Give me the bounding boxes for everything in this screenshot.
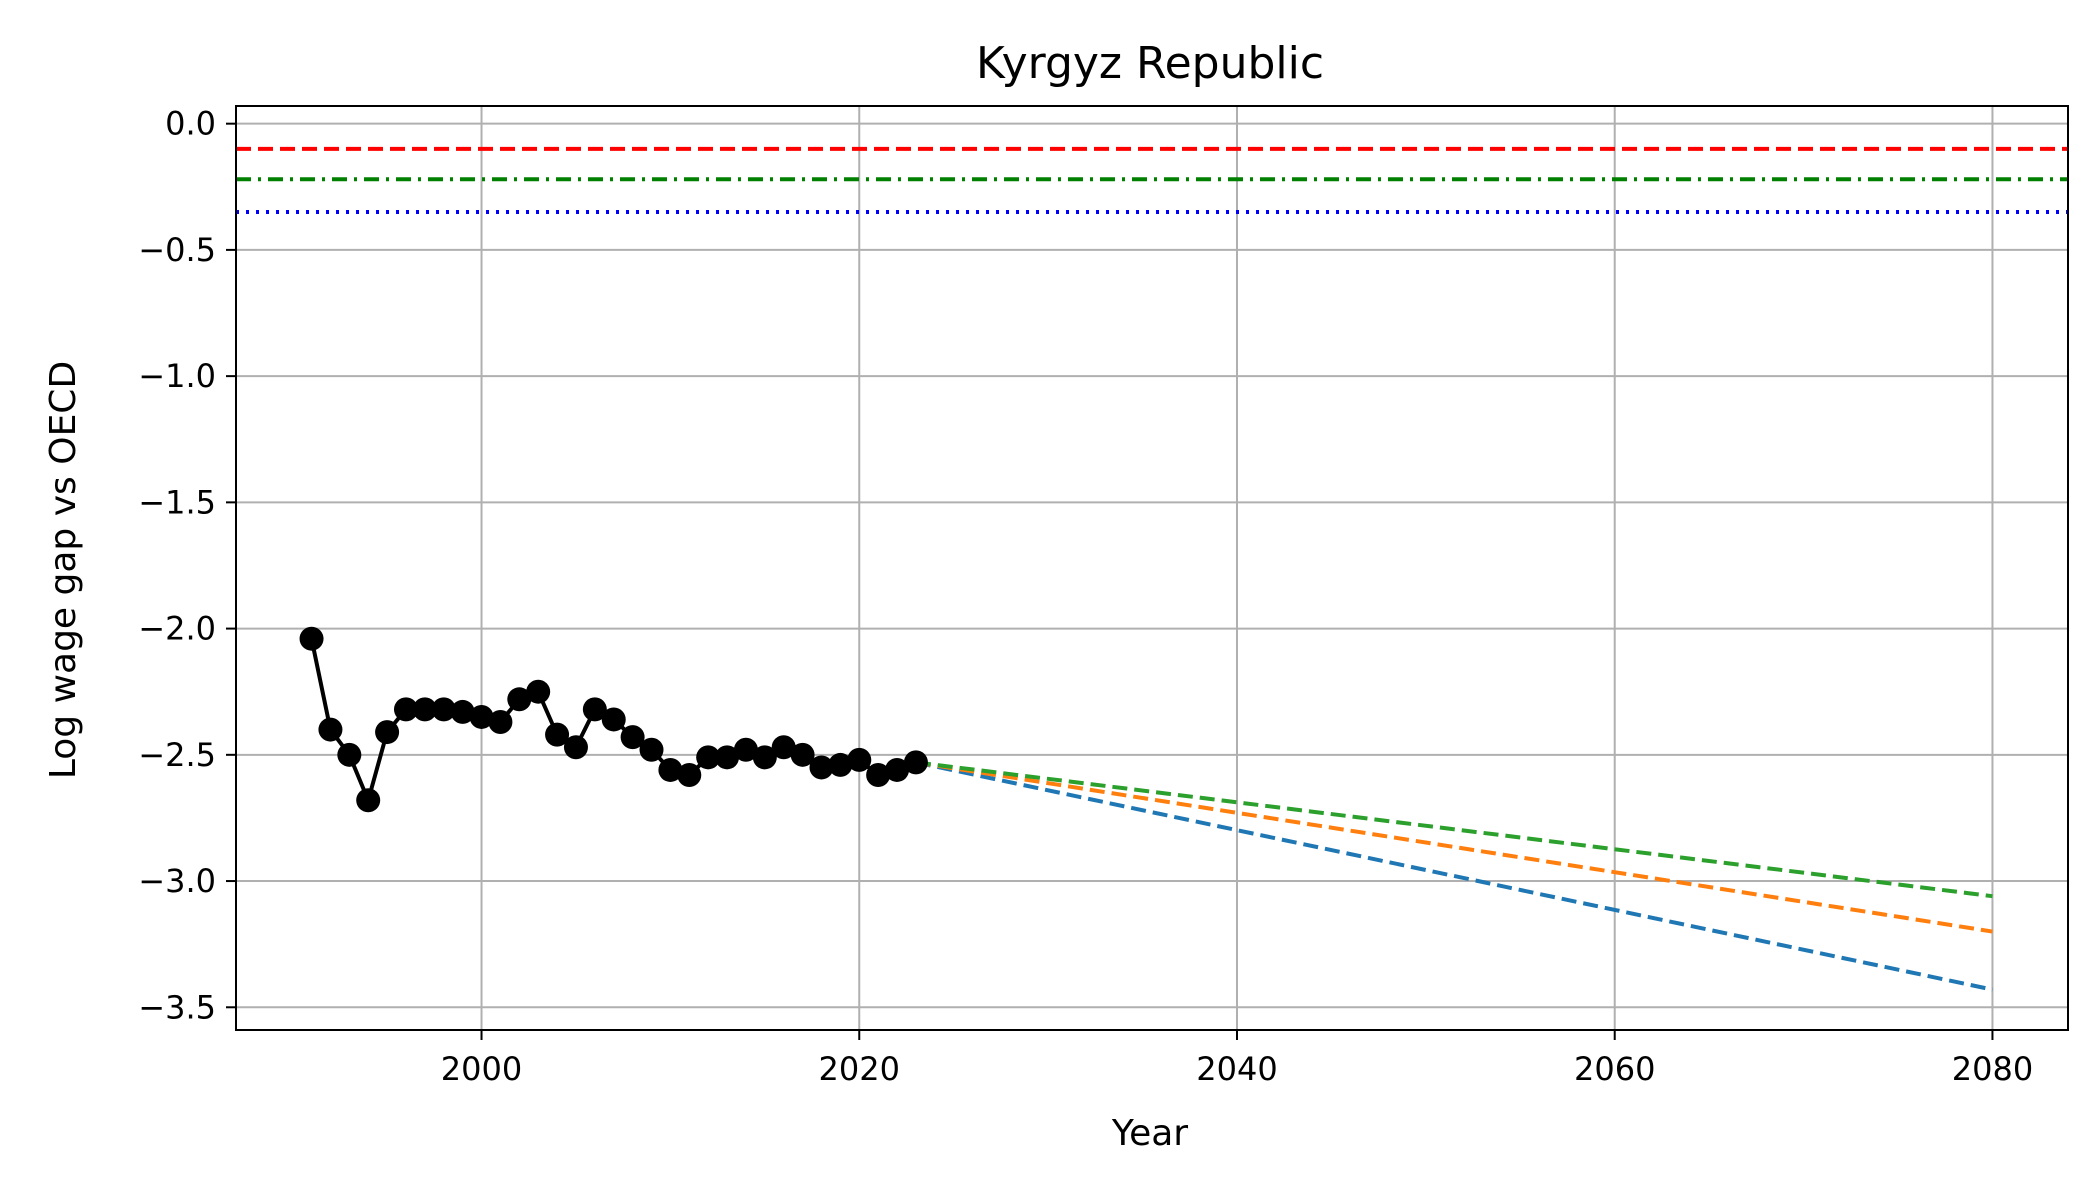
y-axis-ticks: 0.0 −0.5 −1.0 −1.5 −2.0 −2.5 −3.0 −3.5 xyxy=(138,105,236,1026)
y-tick-label: −1.5 xyxy=(138,483,216,521)
x-tick-label: 2060 xyxy=(1574,1050,1655,1088)
historical-point xyxy=(639,737,664,762)
y-axis-label: Log wage gap vs OECD xyxy=(43,361,84,779)
projection-line xyxy=(915,760,1993,899)
historical-point xyxy=(469,704,494,729)
historical-point xyxy=(582,697,607,722)
historical-point xyxy=(715,745,740,770)
historical-point xyxy=(526,679,551,704)
historical-point xyxy=(885,757,910,782)
x-tick-label: 2000 xyxy=(441,1050,522,1088)
historical-point xyxy=(677,763,702,788)
x-tick-label: 2020 xyxy=(819,1050,900,1088)
historical-point xyxy=(450,699,475,724)
historical-point xyxy=(809,755,834,780)
historical-point xyxy=(337,742,362,767)
y-tick-label: −2.5 xyxy=(138,736,216,774)
historical-point xyxy=(563,735,588,760)
x-axis-label: Year xyxy=(1111,1113,1188,1154)
historical-point xyxy=(752,745,777,770)
historical-point xyxy=(431,697,456,722)
historical-point xyxy=(412,697,437,722)
historical-point xyxy=(866,763,891,788)
historical-point xyxy=(318,717,343,742)
chart-title: Kyrgyz Republic xyxy=(976,38,1324,89)
projection-lines xyxy=(915,760,1993,992)
historical-point xyxy=(828,752,853,777)
projection-line xyxy=(915,760,1993,934)
reference-lines xyxy=(236,146,2068,215)
x-tick-label: 2080 xyxy=(1952,1050,2033,1088)
historical-point xyxy=(903,750,928,775)
historical-point xyxy=(601,707,626,732)
projection-line xyxy=(915,760,1993,992)
y-tick-label: −3.0 xyxy=(138,862,216,900)
historical-point xyxy=(658,757,683,782)
y-tick-label: −0.5 xyxy=(138,231,216,269)
x-axis-ticks: 2000 2020 2040 2060 2080 xyxy=(441,1030,2033,1088)
historical-point xyxy=(790,742,815,767)
historical-point xyxy=(488,710,513,734)
historical-point xyxy=(771,735,796,760)
historical-point xyxy=(507,687,532,712)
y-tick-label: −1.0 xyxy=(138,357,216,395)
historical-point xyxy=(393,697,418,722)
historical-point xyxy=(356,788,381,813)
historical-point xyxy=(375,720,400,745)
grid xyxy=(236,106,2068,1030)
y-tick-label: −2.0 xyxy=(138,610,216,648)
historical-point xyxy=(299,626,324,651)
historical-series xyxy=(299,626,928,813)
historical-point xyxy=(696,745,721,770)
historical-point xyxy=(733,737,758,762)
plot-frame xyxy=(235,105,2069,1031)
x-tick-label: 2040 xyxy=(1196,1050,1277,1088)
y-tick-label: 0.0 xyxy=(165,105,216,143)
historical-point xyxy=(545,722,570,747)
historical-point xyxy=(847,747,872,772)
y-tick-label: −3.5 xyxy=(138,988,216,1026)
historical-point xyxy=(620,725,645,750)
